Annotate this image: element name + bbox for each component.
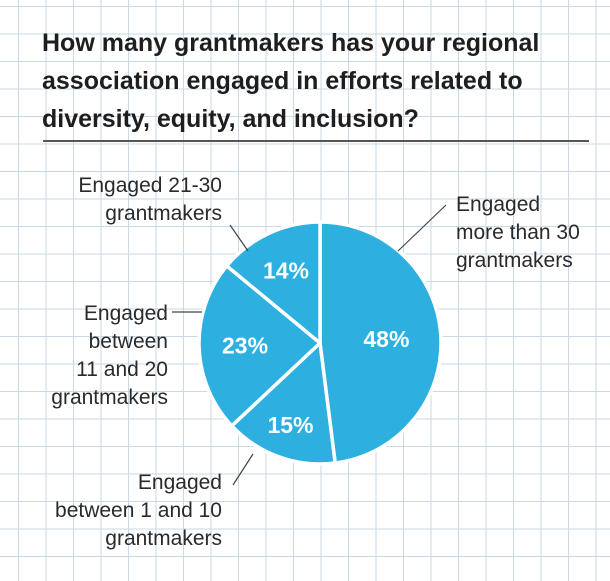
leader-line-1 (397, 204, 447, 252)
slice-label-4: Engaged 21-30 grantmakers (78, 174, 222, 225)
slice-label-3: Engaged between 11 and 20 grantmakers (51, 302, 168, 409)
slice-percentage-2: 15% (267, 412, 313, 438)
slice-percentage-3: 23% (222, 332, 268, 358)
leader-line-2 (232, 453, 254, 486)
pie-slice-1 (318, 220, 443, 465)
pie-slice-4 (225, 220, 322, 345)
chart-title: How many grantmakers has your regional a… (42, 29, 540, 133)
slice-percentage-1: 48% (363, 326, 409, 352)
title-divider (43, 140, 589, 142)
slice-label-2: Engaged between 1 and 10 grantmakers (55, 471, 222, 550)
leader-line-4 (229, 224, 249, 252)
slice-label-1: Engaged more than 30 grantmakers (456, 193, 580, 272)
slice-percentage-4: 14% (263, 258, 309, 284)
pie-slice-3 (197, 264, 322, 428)
pie-slice-2 (230, 341, 337, 466)
